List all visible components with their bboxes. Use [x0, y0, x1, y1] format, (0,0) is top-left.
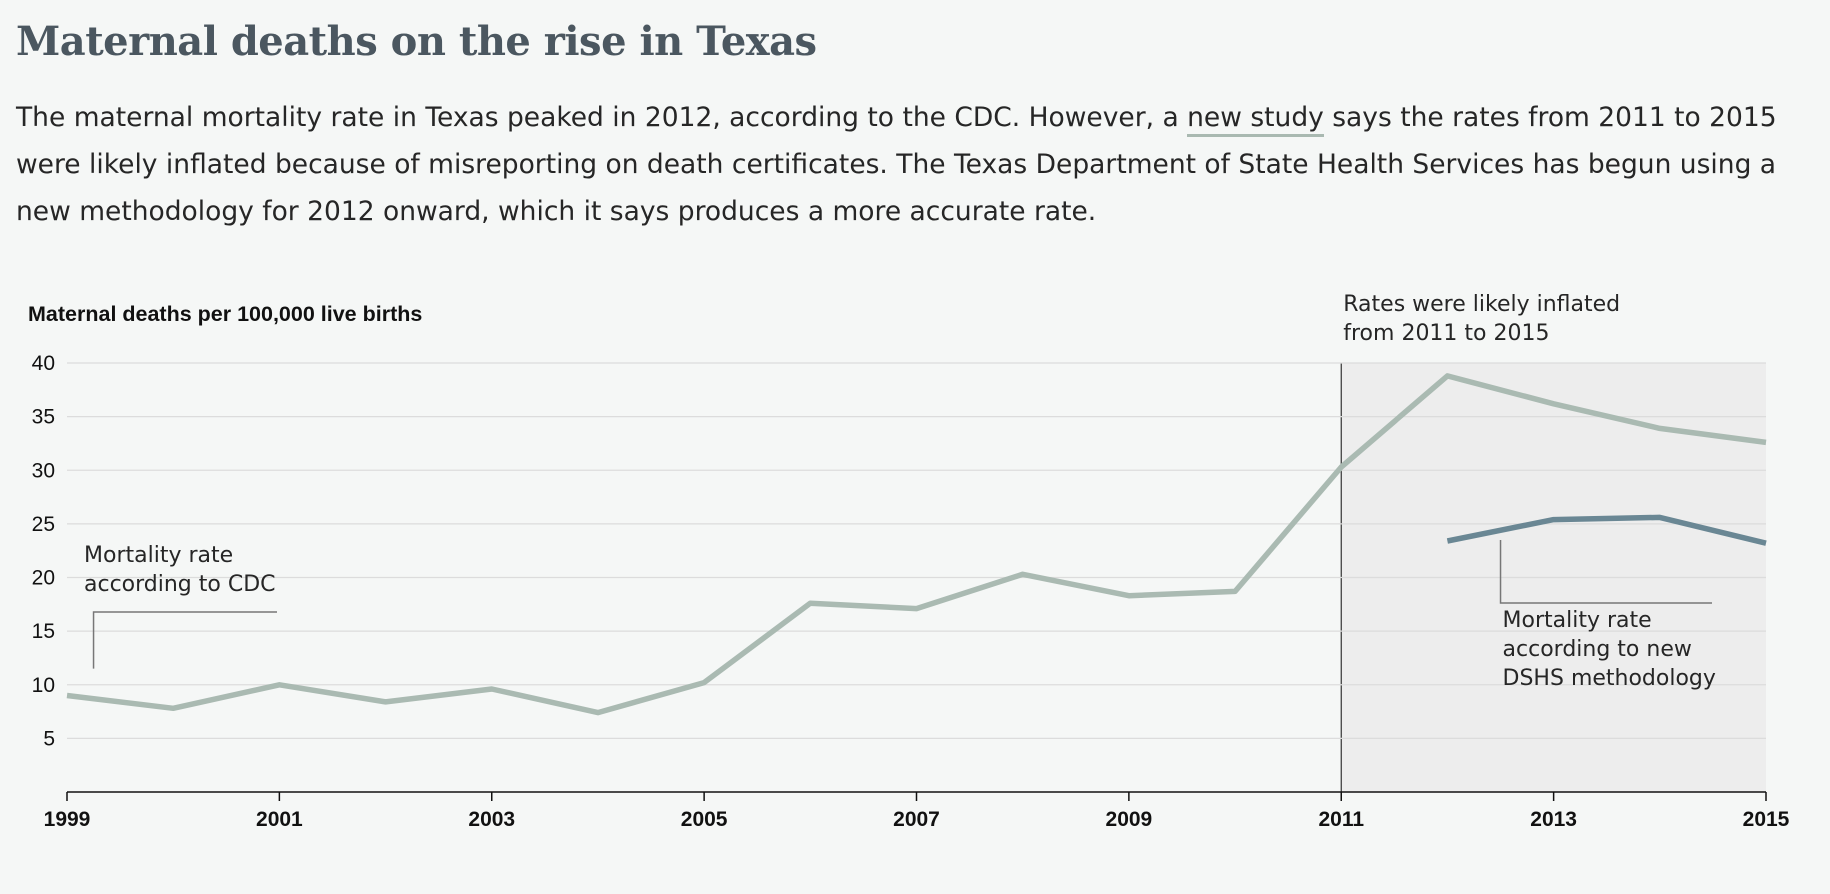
cdc-annotation-label-line: according to CDC	[84, 572, 276, 597]
cdc-annotation-leader	[92, 611, 277, 669]
cdc-rate-line	[66, 373, 1767, 716]
new-study-link[interactable]: new study	[1187, 102, 1324, 137]
y-tick-label: 30	[32, 459, 55, 482]
x-tick-label: 2011	[1318, 808, 1364, 831]
description-text-end: says the rates from 2011 to 2015 were li…	[16, 102, 1777, 227]
y-tick-label: 10	[32, 674, 55, 697]
y-tick-label: 20	[32, 567, 55, 590]
dshs-annotation-label-line: DSHS methodology	[1503, 666, 1716, 691]
cdc-annotation-label-line: Mortality rate	[84, 543, 233, 568]
y-tick-label: 15	[32, 620, 55, 643]
y-tick-label: 35	[32, 406, 55, 429]
x-tick-label: 2009	[1106, 808, 1153, 831]
axes: 5 10 15 20 25 30 35 40 1999 2001 2003 2005 2007 2009 2…	[32, 352, 1790, 831]
y-axis-label: Maternal deaths per 100,000 live births	[28, 302, 422, 326]
dshs-rate-line	[1446, 514, 1767, 546]
dshs-annotation-leader	[1499, 539, 1712, 604]
highlight-region-label-line: from 2011 to 2015	[1343, 321, 1549, 346]
dshs-annotation-label-line: Mortality rate	[1503, 608, 1652, 633]
x-tick-label: 1999	[44, 808, 91, 831]
x-tick-label: 2015	[1743, 808, 1790, 831]
description-text-start: The maternal mortality rate in Texas pea…	[16, 102, 1188, 133]
y-tick-label: 25	[32, 513, 55, 536]
chart-description: The maternal mortality rate in Texas pea…	[16, 94, 1806, 235]
highlight-region-layer: Rates were likely inflated from 2011 to 2…	[1340, 292, 1766, 792]
x-tick-label: 2001	[256, 808, 303, 831]
gridlines	[67, 362, 1766, 739]
x-tick-label: 2013	[1530, 808, 1577, 831]
x-tick-label: 2005	[681, 808, 728, 831]
dshs-annotation-label-line: according to new	[1503, 637, 1692, 662]
x-tick-label: 2007	[893, 808, 940, 831]
page-title: Maternal deaths on the rise in Texas	[16, 18, 817, 65]
annotations: Mortality rate according to CDC Mortality …	[84, 539, 1716, 691]
y-tick-label: 40	[32, 352, 55, 375]
x-tick-label: 2003	[468, 808, 515, 831]
highlight-region-label-line: Rates were likely inflated	[1343, 292, 1620, 317]
y-tick-label: 5	[43, 727, 55, 750]
series-lines	[66, 373, 1767, 716]
